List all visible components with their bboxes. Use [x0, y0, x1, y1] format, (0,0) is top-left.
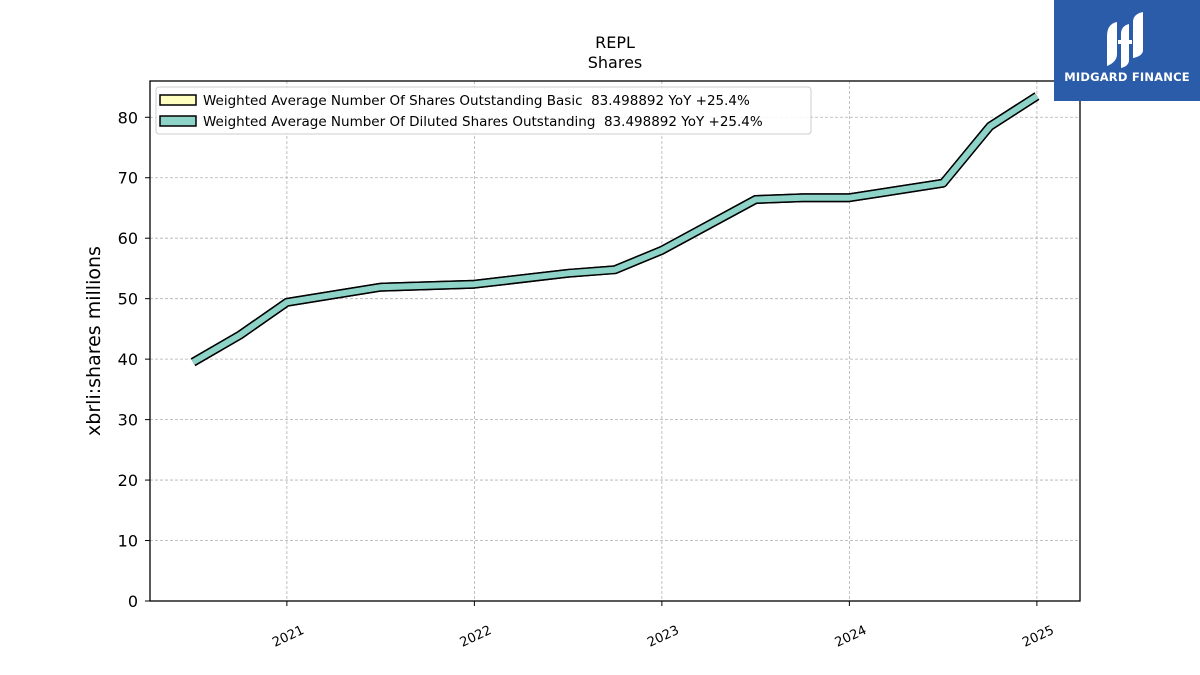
series-outline-0: [190, 92, 1040, 367]
y-tick-label: 30: [118, 411, 138, 430]
legend-label-0: Weighted Average Number Of Shares Outsta…: [203, 93, 750, 109]
x-tick-label: 2022: [458, 623, 494, 651]
legend-box: [155, 86, 812, 135]
y-tick-label: 10: [118, 532, 138, 551]
y-axis-label: xbrli:shares millions: [83, 246, 105, 436]
legend-swatch-1: [159, 115, 197, 127]
legend-swatch-0: [159, 94, 197, 106]
x-tick-label: 2025: [1020, 623, 1056, 651]
series-layer: [190, 92, 1040, 367]
legend-label-1: Weighted Average Number Of Diluted Share…: [203, 114, 763, 130]
series-line-0: [191, 93, 1039, 365]
brand-logo: MIDGARD FINANCE: [1054, 0, 1200, 101]
y-tick-label: 80: [118, 108, 138, 127]
y-ticks: 0 10 20 30 40 50 60 70 80: [118, 108, 150, 611]
series-line-1: [191, 93, 1039, 365]
brand-name: MIDGARD FINANCE: [1064, 70, 1190, 84]
midgard-logo-icon: [1107, 12, 1143, 68]
x-ticks: 2021 2022 2023 2024 2025: [270, 601, 1057, 651]
chart-subtitle: Shares: [588, 53, 643, 72]
legend: Weighted Average Number Of Shares Outsta…: [155, 86, 812, 135]
y-tick-label: 70: [118, 169, 138, 188]
y-tick-label: 60: [118, 229, 138, 248]
y-tick-label: 20: [118, 471, 138, 490]
y-tick-label: 50: [118, 290, 138, 309]
y-tick-label: 0: [128, 592, 138, 611]
x-tick-label: 2024: [833, 623, 869, 651]
chart-title: REPL: [595, 33, 635, 52]
x-tick-label: 2023: [645, 623, 681, 651]
grid: [150, 81, 1080, 601]
y-tick-label: 40: [118, 350, 138, 369]
plot-frame: [149, 80, 1081, 602]
series-outline-1: [190, 92, 1040, 367]
x-tick-label: 2021: [270, 623, 306, 651]
